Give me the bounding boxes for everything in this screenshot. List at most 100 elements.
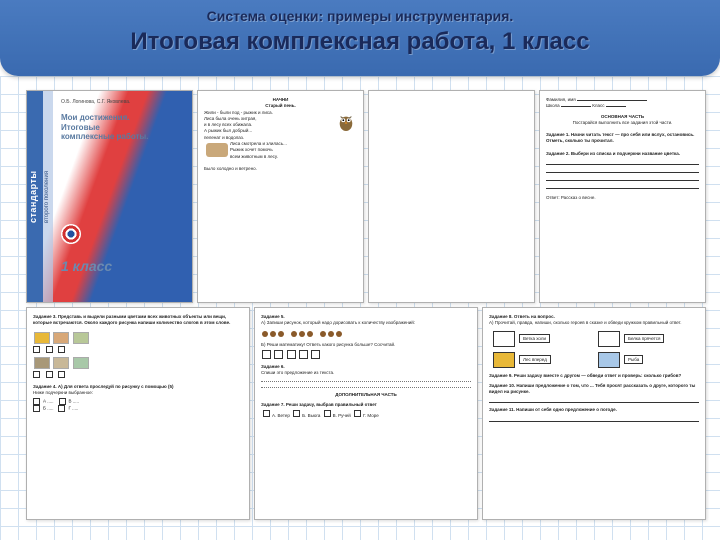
cover-spine-side: второго поколения bbox=[43, 91, 53, 302]
worksheet-page-5: Задание 5. А) Запиши рисунок, который на… bbox=[254, 307, 478, 520]
p6-z9: Задание 9. Реши задачу вместе с другом —… bbox=[489, 373, 699, 379]
thumb-fox bbox=[53, 332, 69, 344]
cover-body: О.Б. Логинова, С.Г. Яковлева. Мои достиж… bbox=[55, 91, 192, 302]
cover-title3: комплексные работы. bbox=[61, 132, 186, 142]
box-pair: Лес вперед bbox=[489, 351, 594, 369]
box-label-0: Ветка холи bbox=[519, 334, 550, 343]
answer-line bbox=[489, 416, 699, 422]
p6-z11: Задание 11. Напиши от себя одно предложе… bbox=[489, 407, 699, 413]
book-cover: стандарты второго поколения О.Б. Логинов… bbox=[26, 90, 193, 303]
p5-oB: Б. Вьюга bbox=[302, 413, 320, 418]
opt-row: А ..... В ..... bbox=[33, 398, 243, 405]
checkbox[interactable] bbox=[33, 371, 40, 378]
answer-line bbox=[546, 159, 699, 165]
p2-l9: Было холодно и ветрено. bbox=[204, 166, 357, 172]
checkbox[interactable] bbox=[46, 346, 53, 353]
p5-opts: А. Ветер Б. Вьюга В. Ручей Г. Море bbox=[261, 410, 471, 419]
box-label-1: Белка прячется bbox=[624, 334, 664, 343]
thumb-row-1 bbox=[33, 331, 243, 346]
num-box[interactable] bbox=[287, 350, 296, 359]
num-box[interactable] bbox=[274, 350, 283, 359]
cover-title2: Итоговые bbox=[61, 123, 186, 133]
cover-authors: О.Б. Логинова, С.Г. Яковлева. bbox=[61, 99, 186, 105]
dotline bbox=[261, 383, 471, 388]
opt-row: Б ..... Г ..... bbox=[33, 405, 243, 412]
box-label-2: Лес вперед bbox=[519, 355, 551, 364]
thumb-bee bbox=[34, 332, 50, 344]
worksheet-page-4: Задание 3. Представь и выдели разными цв… bbox=[26, 307, 250, 520]
box-pair: Рыба bbox=[594, 351, 699, 369]
p3-z1: Задание 1. Начни читать текст — про себя… bbox=[546, 132, 699, 145]
dotline bbox=[261, 377, 471, 382]
picture-box bbox=[598, 352, 620, 368]
answer-line bbox=[546, 167, 699, 173]
owl-icon bbox=[337, 112, 355, 132]
checkbox[interactable] bbox=[58, 346, 65, 353]
p3-l3-label: Класс bbox=[592, 103, 604, 108]
nut-group bbox=[261, 334, 285, 339]
num-squares bbox=[261, 350, 471, 360]
worksheet-page-6: Задание 8. Ответь на вопрос. А) Прочитай… bbox=[482, 307, 706, 520]
check-row-1 bbox=[33, 346, 243, 353]
picture-box bbox=[493, 331, 515, 347]
label-boxes: Ветка холи Белка прячется Лес вперед Рыб… bbox=[489, 330, 699, 369]
checkbox[interactable] bbox=[46, 371, 53, 378]
p3-z3: Ответ: Рассказ о весне. bbox=[546, 195, 699, 201]
page-grid: стандарты второго поколения О.Б. Логинов… bbox=[26, 90, 706, 520]
p4-optB: Б ..... bbox=[43, 406, 53, 411]
p5-oC: В. Ручей bbox=[333, 413, 351, 418]
thumb-ant bbox=[34, 357, 50, 369]
checkbox[interactable] bbox=[58, 405, 65, 412]
cover-grade: 1 класс bbox=[61, 258, 112, 274]
p3-z2: Задание 2. Выбери из списка и подчеркни … bbox=[546, 151, 699, 157]
thumb-bird bbox=[53, 357, 69, 369]
option-box[interactable] bbox=[324, 410, 331, 417]
header-title: Итоговая комплексная работа, 1 класс bbox=[0, 28, 720, 56]
checkbox[interactable] bbox=[58, 371, 65, 378]
p5-z5b: Б) Реши математику! Ответь какого рисунк… bbox=[261, 342, 471, 348]
thumb-frog bbox=[73, 357, 89, 369]
title-header: Система оценки: примеры инструментария. … bbox=[0, 0, 720, 76]
cover-title1: Мои достижения. bbox=[61, 113, 186, 123]
p6-z10: Задание 10. Напиши предложение о том, чт… bbox=[489, 383, 699, 396]
picture-box bbox=[493, 352, 515, 368]
num-box[interactable] bbox=[311, 350, 320, 359]
thumb-deer bbox=[73, 332, 89, 344]
cover-spine: стандарты bbox=[27, 91, 43, 302]
nut-group bbox=[319, 334, 343, 339]
p5-z5a: А) Запиши рисунок, который надо дорисова… bbox=[261, 320, 471, 326]
nut-groups bbox=[261, 330, 471, 339]
p5-dop: ДОПОЛНИТЕЛЬНАЯ ЧАСТЬ bbox=[261, 392, 471, 398]
num-box[interactable] bbox=[299, 350, 308, 359]
option-box[interactable] bbox=[263, 410, 270, 417]
p4-optC: В ..... bbox=[69, 399, 80, 404]
p3-l2: Школа Класс bbox=[546, 103, 699, 109]
box-pair: Ветка холи bbox=[489, 330, 594, 348]
p4-z3: Задание 3. Представь и выдели разными цв… bbox=[33, 314, 243, 327]
p5-z7: Задание 7. Реши задачу, выбрав правильны… bbox=[261, 402, 471, 408]
p4-z4b: Ниже подчеркни выбранное: bbox=[33, 390, 243, 396]
worksheet-page-1: НАЧНИ Старый пень. Жили - были под - рыж… bbox=[197, 90, 364, 303]
p3-l2-label: Школа bbox=[546, 103, 560, 108]
p3-l1-label: Фамилия, имя bbox=[546, 97, 576, 102]
answer-line bbox=[546, 175, 699, 181]
check-row-2 bbox=[33, 371, 243, 378]
checkbox[interactable] bbox=[59, 398, 66, 405]
checkbox[interactable] bbox=[33, 398, 40, 405]
p6-z8a: А) Прочитай, правда, напиши, сколько гер… bbox=[489, 320, 699, 326]
num-box[interactable] bbox=[262, 350, 271, 359]
p5-z6a: Спиши это предложение из текста. bbox=[261, 370, 471, 376]
worksheet-page-3: Фамилия, имя Школа Класс ОСНОВНАЯ ЧАСТЬ … bbox=[539, 90, 706, 303]
option-box[interactable] bbox=[293, 410, 300, 417]
answer-line bbox=[546, 183, 699, 189]
thumb-row-2 bbox=[33, 356, 243, 371]
target-icon bbox=[61, 224, 81, 244]
p5-oD: Г. Море bbox=[363, 413, 379, 418]
option-box[interactable] bbox=[354, 410, 361, 417]
checkbox[interactable] bbox=[33, 346, 40, 353]
answer-line bbox=[489, 397, 699, 403]
p4-optA: А ..... bbox=[43, 399, 54, 404]
box-pair: Белка прячется bbox=[594, 330, 699, 348]
p5-oA: А. Ветер bbox=[272, 413, 290, 418]
checkbox[interactable] bbox=[33, 405, 40, 412]
